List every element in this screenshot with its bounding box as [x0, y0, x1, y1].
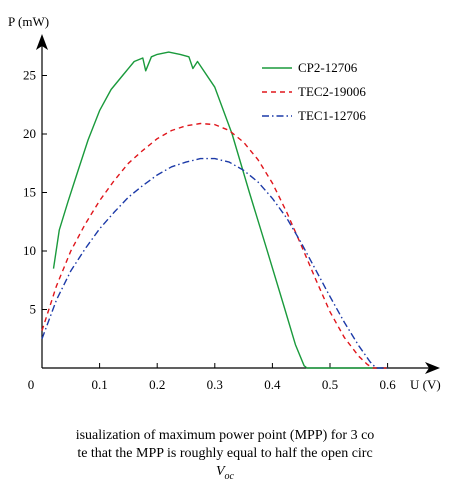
y-tick-label: 5 [30, 302, 37, 317]
series-line-cp2-12706 [52, 51, 388, 369]
series-layer [41, 51, 388, 369]
x-tick-label: 0.5 [322, 377, 338, 392]
y-tick-label: 15 [23, 185, 36, 200]
x-tick-label: 0.3 [207, 377, 223, 392]
figure-caption-line-2: te that the MPP is roughly equal to half… [77, 446, 373, 461]
legend-label-tec2-19006: TEC2-19006 [298, 84, 366, 99]
y-axis-title: P (mW) [8, 14, 49, 29]
x-axis-title: U (V) [410, 377, 441, 392]
series-line-tec1-12706 [41, 157, 388, 369]
legend-label-tec1-12706: TEC1-12706 [298, 108, 366, 123]
axes: P (mW) U (V) 0 0.1 0.2 0.3 0.4 0.5 0.6 5 10 15 20 25 [8, 14, 441, 392]
y-tick-label: 10 [23, 243, 36, 258]
y-tick-label: 20 [23, 126, 36, 141]
figure-caption-line-3: Voc [0, 464, 450, 482]
mpp-chart: P (mW)U (V)0 0.1 0.2 0.3 0.4 0.5 0.6510152025 … [8, 14, 441, 392]
x-tick-label: 0.6 [379, 377, 396, 392]
legend-label-cp2-12706: CP2-12706 [298, 60, 358, 75]
y-tick-label: 25 [23, 68, 36, 83]
x-tick-label: 0.4 [264, 377, 281, 392]
legend: CP2-12706 TEC2-19006 TEC1-12706 [262, 60, 366, 123]
x-axis-arrow-icon [425, 362, 440, 374]
voc-symbol: Voc [215, 464, 234, 482]
figure-caption-line-1: isualization of maximum power point (MPP… [75, 428, 375, 443]
x-tick-label: 0 [28, 377, 35, 392]
y-axis-arrow-icon [36, 34, 48, 50]
x-tick-label: 0.1 [91, 377, 107, 392]
series-line-tec2-19006 [41, 122, 388, 369]
x-tick-label: 0.2 [149, 377, 165, 392]
